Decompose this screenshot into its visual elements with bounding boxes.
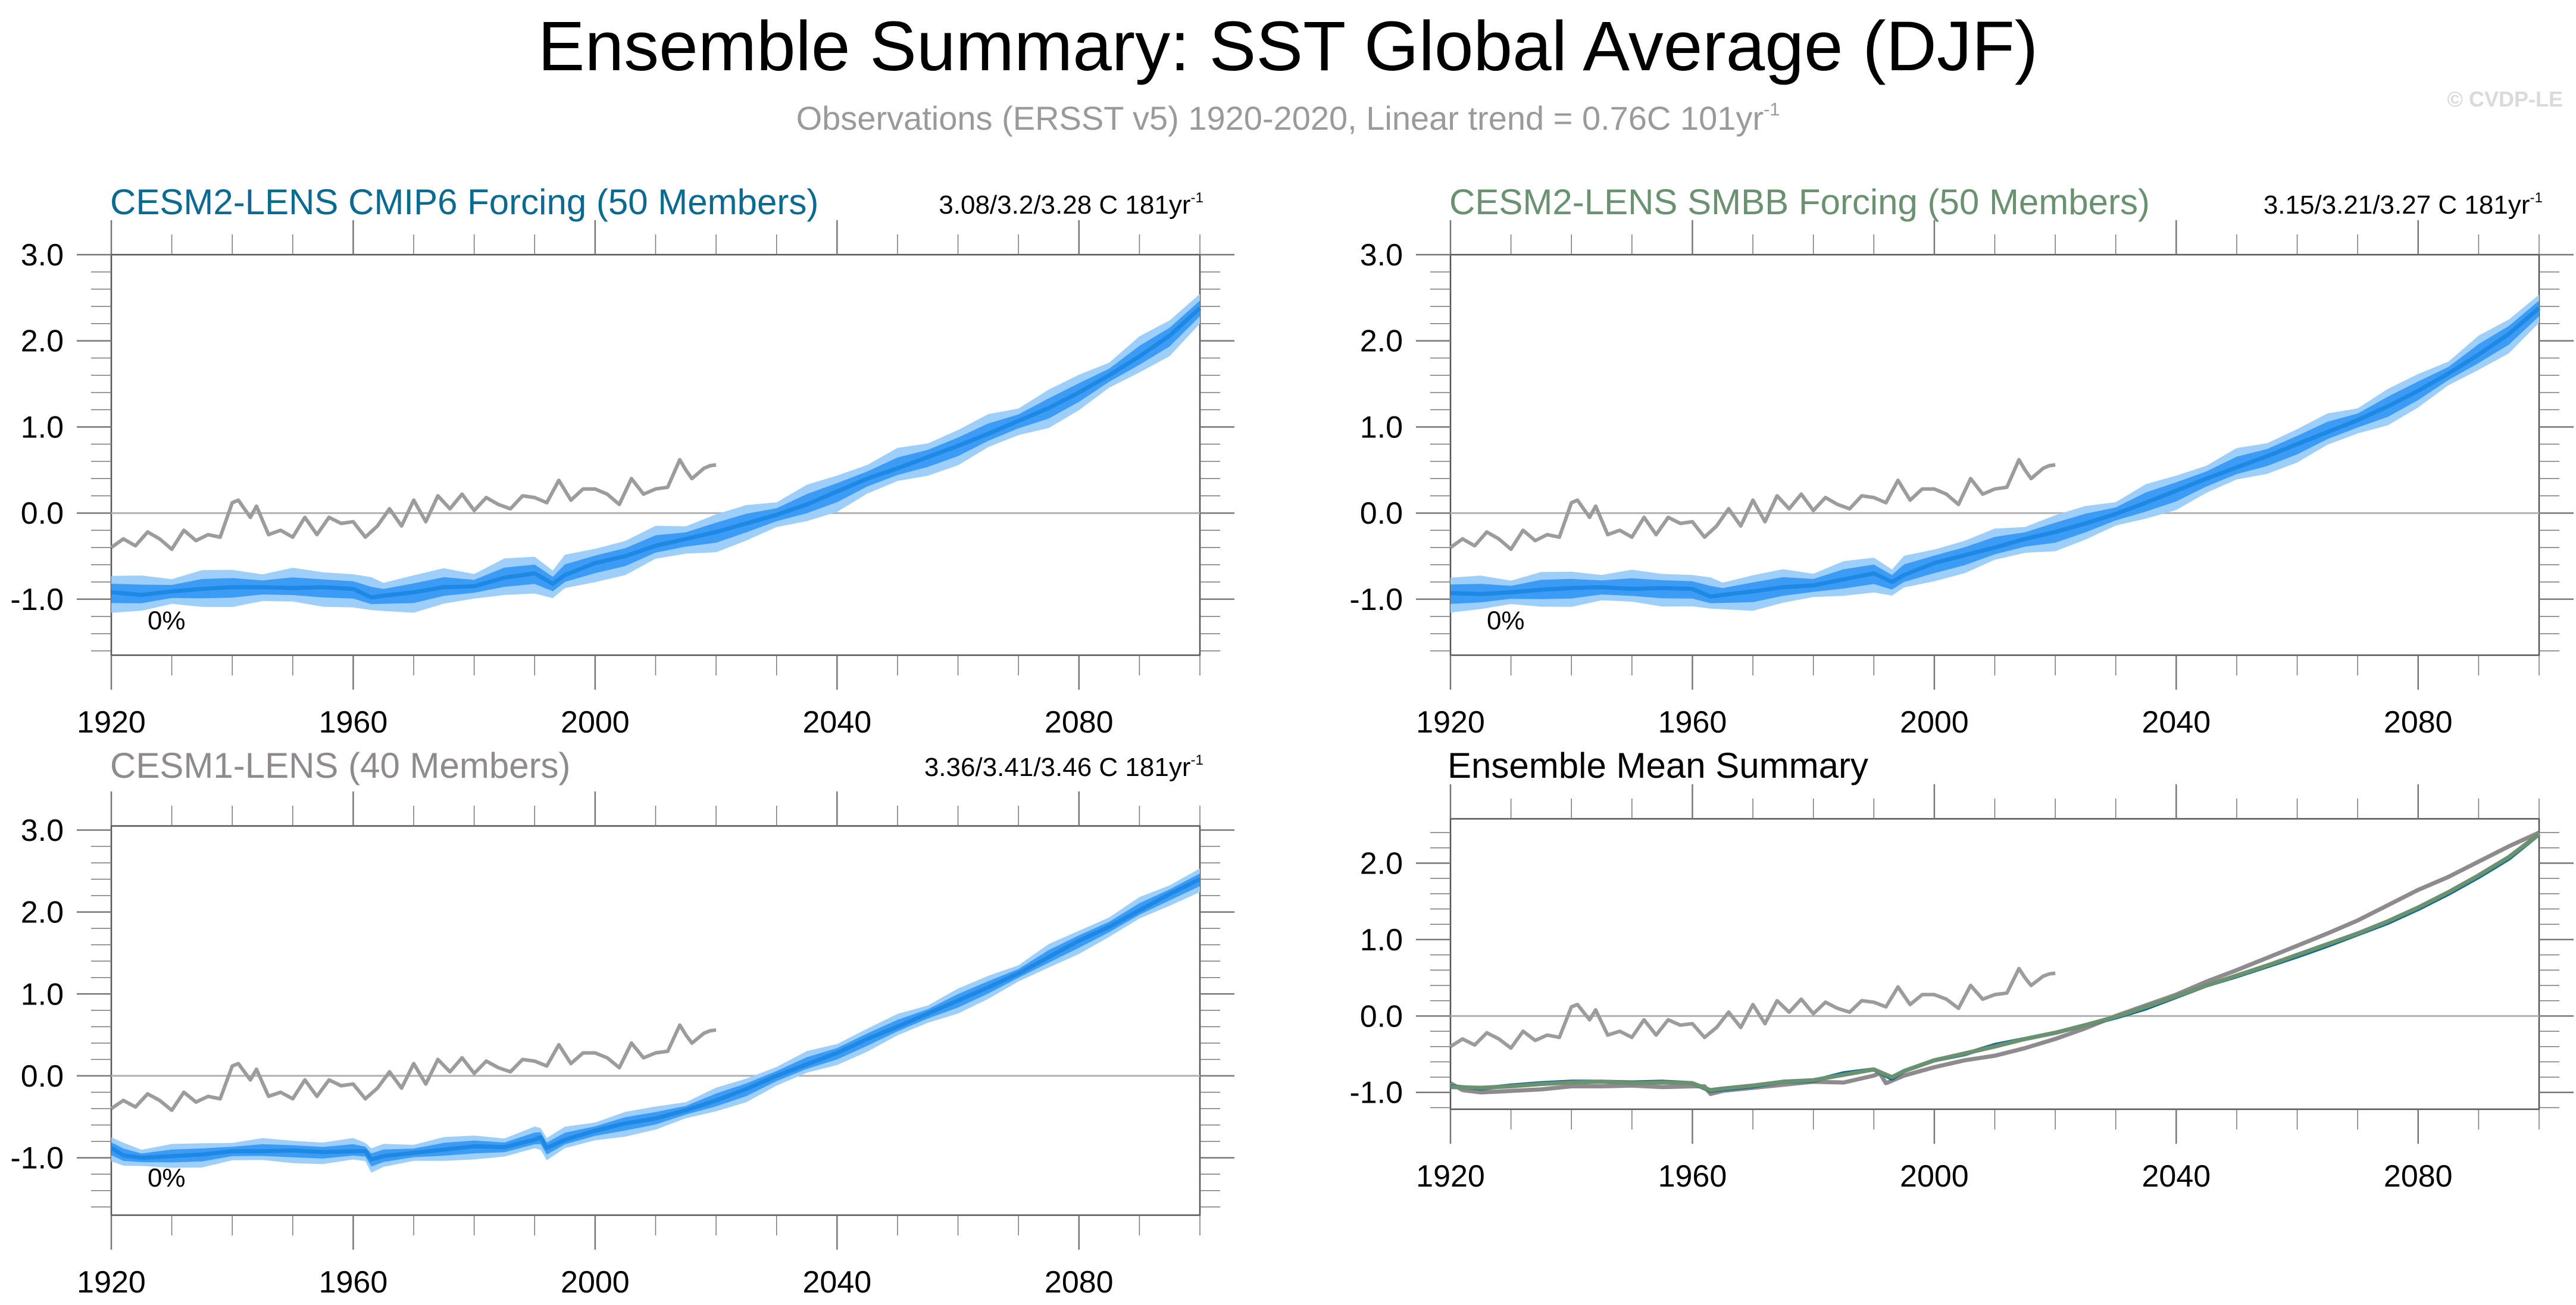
trend-sup: -1 (1190, 752, 1203, 768)
x-tick-label: 1960 (319, 1265, 388, 1300)
y-tick-label: 2.0 (1360, 846, 1403, 881)
inner-band (111, 873, 1200, 1167)
y-tick-label: 1.0 (21, 410, 64, 445)
subtitle-superscript: -1 (1764, 98, 1780, 120)
subtitle: Observations (ERSST v5) 1920-2020, Linea… (0, 99, 2576, 137)
x-tick-label: 2080 (1045, 705, 1114, 740)
y-tick-label: -1.0 (10, 1141, 64, 1176)
y-tick-label: -1.0 (1349, 583, 1403, 617)
y-tick-label: -1.0 (1349, 1076, 1403, 1110)
plot-frame (1449, 818, 2540, 1110)
x-tick-label: 2000 (561, 705, 630, 740)
panel-title-cesm1: CESM1-LENS (40 Members) (110, 746, 571, 785)
panel-title-ensemble-mean: Ensemble Mean Summary (1448, 746, 1868, 785)
minmax-band (111, 868, 1200, 1173)
trend-text: 3.36/3.41/3.46 C 181yr (924, 753, 1191, 782)
percent-label: 0% (148, 606, 186, 636)
observations-line (1449, 966, 2056, 1050)
trend-label-cmip6: 3.08/3.2/3.28 C 181yr-1 (939, 190, 1203, 220)
x-tick-label: 1920 (1416, 1159, 1485, 1194)
panel-title-cmip6: CESM2-LENS CMIP6 Forcing (50 Members) (110, 182, 819, 222)
trend-sup: -1 (1190, 189, 1203, 206)
ensemble-mean-line (110, 877, 1201, 1162)
x-tick-label: 1960 (1658, 1159, 1727, 1194)
y-tick-label: 0.0 (1360, 999, 1403, 1034)
x-tick-label: 2000 (1900, 1159, 1969, 1194)
trend-text: 3.15/3.21/3.27 C 181yr (2263, 190, 2530, 220)
trend-text: 3.08/3.2/3.28 C 181yr (939, 190, 1191, 220)
ensemble-mean-line (111, 306, 1202, 600)
smbb-mean-line (1450, 832, 2541, 1093)
x-tick-label: 2000 (561, 1265, 630, 1300)
subtitle-text: Observations (ERSST v5) 1920-2020, Linea… (796, 99, 1764, 137)
inner-band (111, 301, 1200, 605)
x-tick-label: 2080 (1045, 1265, 1114, 1300)
panel-smbb: 1920 1960 2000 2040 2080 -1.0 0.0 1.0 2.0 3.0 0% (1349, 220, 2574, 740)
x-tick-label: 1960 (1658, 705, 1727, 740)
observations-line (110, 1023, 717, 1112)
main-title: Ensemble Summary: SST Global Average (DJ… (537, 7, 2039, 86)
y-tick-label: 2.0 (21, 896, 64, 930)
x-tick-label: 1920 (1416, 705, 1485, 740)
y-tick-label: 0.0 (1360, 496, 1403, 531)
y-tick-label: 1.0 (1360, 923, 1403, 957)
percent-label: 0% (148, 1163, 186, 1193)
panel-cmip6: 1920 1960 2000 2040 2080 -1.0 0.0 1.0 2.0 3.0 0% (10, 220, 1234, 740)
x-tick-label: 2040 (2142, 1159, 2211, 1194)
percent-label: 0% (1487, 606, 1525, 636)
y-tick-label: 0.0 (21, 496, 64, 531)
x-tick-label: 1920 (77, 1265, 146, 1300)
x-tick-label: 2000 (1900, 705, 1969, 740)
y-tick-label: 1.0 (21, 977, 64, 1012)
trend-label-smbb: 3.15/3.21/3.27 C 181yr-1 (2264, 190, 2543, 220)
cmip6-mean-line (1450, 832, 2541, 1093)
y-tick-label: 0.0 (21, 1059, 64, 1094)
x-tick-label: 2040 (2142, 705, 2211, 740)
observations-line (110, 458, 717, 551)
trend-label-cesm1: 3.36/3.41/3.46 C 181yr-1 (924, 752, 1203, 783)
observations-line (1449, 458, 2056, 551)
y-tick-label: 1.0 (1360, 410, 1403, 445)
minmax-band (111, 293, 1200, 613)
x-tick-label: 2040 (802, 1265, 871, 1300)
y-tick-label: 2.0 (21, 324, 64, 359)
x-tick-label: 2080 (2384, 1159, 2453, 1194)
y-tick-label: 3.0 (21, 813, 64, 848)
cesm1-mean-line (1449, 830, 2540, 1096)
x-tick-label: 2080 (2384, 705, 2453, 740)
y-tick-label: 3.0 (1360, 238, 1403, 273)
panel-ensemble-mean-summary: 1920 1960 2000 2040 2080 -1.0 0.0 1.0 2.0 (1349, 784, 2574, 1194)
trend-sup: -1 (2530, 189, 2543, 206)
x-tick-label: 2040 (802, 705, 871, 740)
inner-band (1450, 301, 2539, 604)
panel-title-smbb: CESM2-LENS SMBB Forcing (50 Members) (1449, 182, 2150, 222)
minmax-band (1450, 295, 2539, 613)
x-tick-label: 1960 (319, 705, 388, 740)
y-tick-label: -1.0 (10, 583, 64, 617)
x-tick-label: 1920 (77, 705, 146, 740)
y-tick-label: 3.0 (21, 238, 64, 273)
ensemble-mean-line (1450, 306, 2541, 599)
panel-cesm1: 1920 1960 2000 2040 2080 -1.0 0.0 1.0 2.0 3.0 0% (10, 791, 1234, 1300)
watermark: © CVDP-LE (2447, 87, 2563, 111)
y-tick-label: 2.0 (1360, 324, 1403, 359)
